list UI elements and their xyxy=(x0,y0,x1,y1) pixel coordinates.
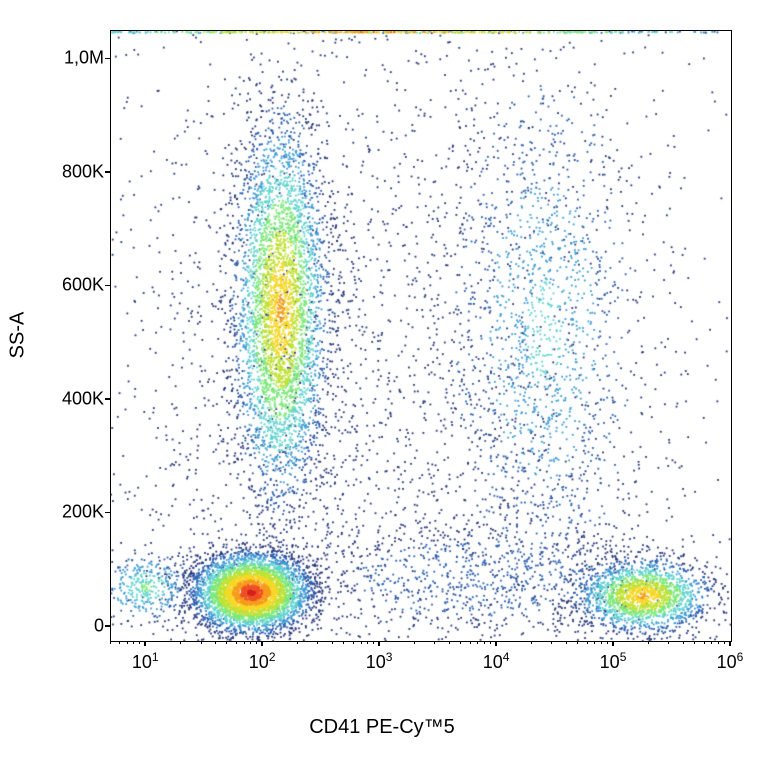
x-tick-label: 105 xyxy=(600,650,627,673)
x-tick-label: 106 xyxy=(717,650,744,673)
y-axis-label: SS-A xyxy=(7,312,30,359)
x-tick-label: 102 xyxy=(249,650,276,673)
x-tick-label: 104 xyxy=(483,650,510,673)
x-axis-label: CD41 PE-Cy™5 xyxy=(0,716,764,739)
plot-area xyxy=(110,30,732,642)
y-tick-label: 200K xyxy=(44,502,104,523)
y-tick-label: 600K xyxy=(44,275,104,296)
scatter-canvas xyxy=(111,31,731,641)
y-tick-label: 0 xyxy=(44,615,104,636)
x-tick-label: 103 xyxy=(366,650,393,673)
y-tick-label: 400K xyxy=(44,388,104,409)
flow-cytometry-plot: SS-A CD41 PE-Cy™5 0200K400K600K800K1,0M … xyxy=(0,0,764,764)
x-tick-label: 101 xyxy=(132,650,159,673)
y-tick-label: 800K xyxy=(44,161,104,182)
y-tick-label: 1,0M xyxy=(44,48,104,69)
